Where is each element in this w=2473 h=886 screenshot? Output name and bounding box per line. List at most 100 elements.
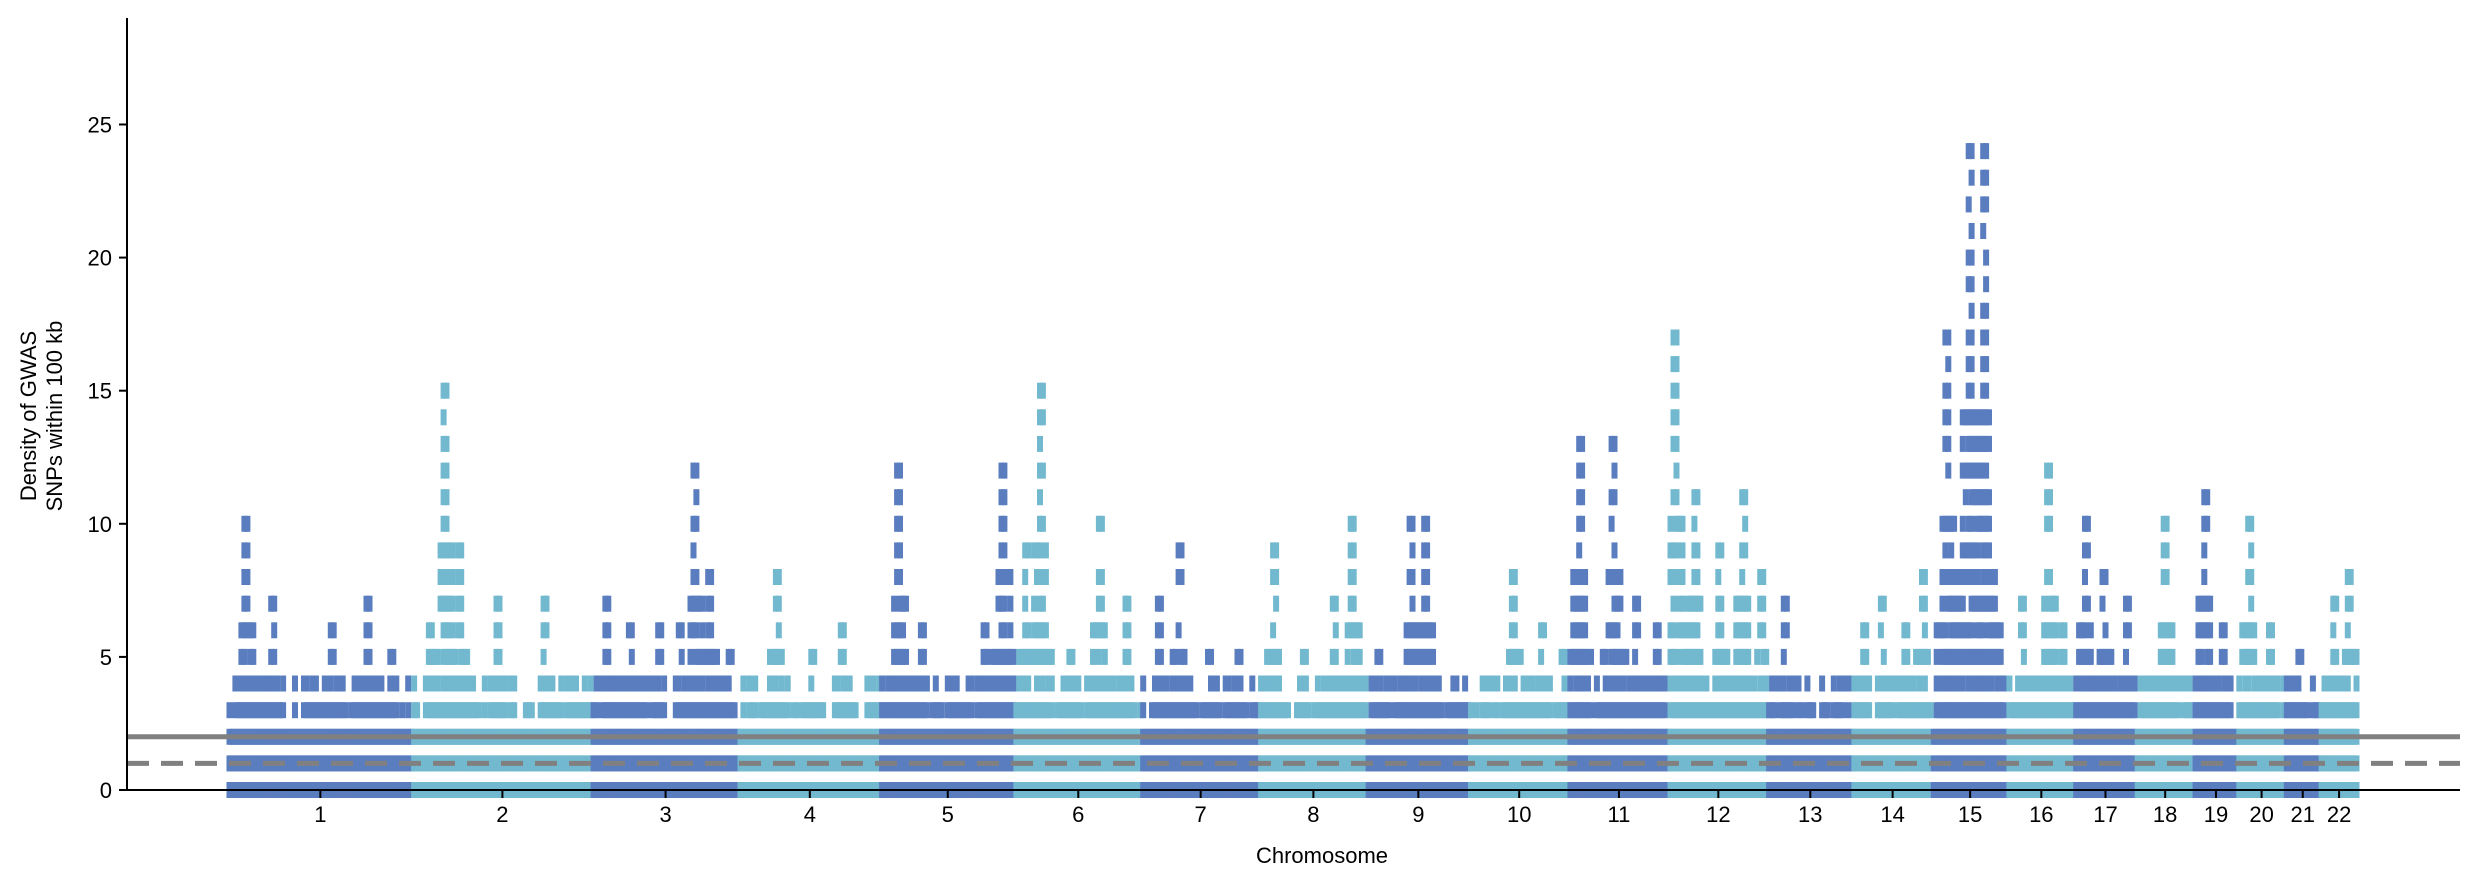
chromosome-12-points: [1667, 329, 1770, 798]
snp-density-point: [2123, 675, 2129, 692]
snp-density-point: [330, 622, 337, 639]
snp-density-point: [2169, 648, 2176, 665]
snp-density-point: [1576, 542, 1583, 559]
snp-density-point: [1001, 515, 1008, 532]
snp-density-point: [1010, 675, 1017, 692]
snp-density-point: [1679, 595, 1686, 612]
snp-density-point: [1157, 622, 1164, 639]
snp-density-point: [2304, 702, 2311, 719]
snp-density-point: [558, 702, 565, 719]
snp-density-point: [1213, 675, 1220, 692]
snp-density-point: [1462, 675, 1469, 692]
snp-density-point: [1910, 675, 1917, 692]
snp-density-point: [1567, 675, 1574, 692]
snp-density-point: [611, 675, 618, 692]
snp-density-point: [1968, 143, 1975, 160]
snp-density-point: [1332, 648, 1339, 665]
snp-density-point: [2248, 515, 2255, 532]
snp-density-point: [1933, 648, 1940, 665]
snp-density-point: [1350, 542, 1357, 559]
chromosome-9-points: [1365, 515, 1471, 798]
snp-density-point: [1667, 515, 1674, 532]
snp-density-point: [953, 675, 960, 692]
snp-density-point: [1611, 542, 1618, 559]
snp-density-point: [1997, 622, 2004, 639]
snp-density-point: [511, 675, 518, 692]
snp-density-point: [879, 675, 886, 692]
snp-density-point: [1845, 675, 1852, 692]
snp-density-point: [752, 702, 759, 719]
snp-density-point: [1959, 515, 1966, 532]
snp-density-point: [1980, 223, 1987, 239]
snp-density-point: [2339, 675, 2345, 692]
snp-density-point: [1468, 702, 1474, 719]
snp-density-point: [1670, 595, 1677, 612]
snp-density-point: [752, 675, 759, 692]
snp-density-point: [1951, 515, 1958, 532]
snp-density-point: [983, 648, 990, 665]
snp-density-point: [2102, 622, 2109, 639]
snp-density-point: [1959, 675, 1966, 692]
snp-density-point: [1172, 648, 1179, 665]
snp-density-point: [1511, 569, 1518, 585]
snp-density-point: [1679, 515, 1686, 532]
snp-density-point: [496, 595, 503, 612]
snp-density-point: [1453, 675, 1460, 692]
snp-density-point: [2131, 675, 2138, 692]
snp-density-point: [1945, 462, 1952, 479]
snp-density-point: [458, 569, 465, 585]
snp-density-point: [1760, 569, 1767, 585]
snp-density-point: [1942, 542, 1949, 559]
snp-density-point: [708, 569, 715, 585]
snp-density-point: [1561, 675, 1568, 692]
snp-density-point: [1745, 648, 1752, 665]
snp-density-point: [1386, 702, 1393, 719]
snp-density-point: [1511, 595, 1518, 612]
snp-density-point: [1877, 622, 1884, 639]
snp-density-point: [1945, 382, 1952, 399]
snp-density-point: [1356, 622, 1363, 639]
snp-density-point: [655, 675, 662, 692]
snp-density-point: [1048, 702, 1055, 719]
snp-density-point: [1069, 648, 1076, 665]
snp-density-point: [2047, 489, 2053, 506]
snp-density-point: [852, 702, 859, 719]
snp-density-point: [891, 595, 898, 612]
snp-density-point: [405, 702, 412, 719]
snp-density-point: [1924, 648, 1931, 665]
snp-density-point: [834, 675, 841, 692]
snp-density-point: [1175, 622, 1182, 639]
snp-density-point: [511, 702, 518, 719]
snp-density-point: [1968, 675, 1975, 692]
snp-density-point: [1588, 702, 1594, 719]
snp-density-point: [1048, 675, 1055, 692]
y-axis-label-line-2: SNPs within 100 kb: [42, 321, 67, 512]
snp-density-point: [1350, 515, 1357, 532]
snp-density-point: [1945, 435, 1952, 452]
snp-density-point: [1959, 435, 1966, 452]
snp-density-point: [2251, 648, 2258, 665]
snp-density-point: [1602, 648, 1609, 665]
snp-density-point: [1968, 276, 1975, 293]
snp-density-point: [481, 675, 488, 692]
snp-density-point: [2198, 648, 2205, 665]
snp-density-point: [1983, 356, 1990, 373]
snp-density-point: [1391, 675, 1398, 692]
snp-density-point: [1718, 595, 1725, 612]
snp-density-point: [1090, 648, 1096, 665]
snp-density-point: [378, 675, 385, 692]
snp-density-point: [1511, 675, 1518, 692]
chromosome-13-points: [1766, 595, 1855, 798]
snp-density-point: [280, 702, 287, 719]
snp-density-point: [1582, 569, 1589, 585]
snp-density-point: [274, 675, 281, 692]
snp-density-point: [1181, 675, 1188, 692]
snp-density-point: [690, 542, 697, 559]
snp-density-point: [2344, 622, 2351, 639]
chromosome-7-points: [1140, 542, 1262, 798]
snp-density-point: [1546, 702, 1553, 719]
snp-density-point: [366, 622, 373, 639]
snp-density-point: [2175, 675, 2182, 692]
chromosome-16-points: [2006, 462, 2077, 798]
snp-density-point: [1350, 569, 1357, 585]
